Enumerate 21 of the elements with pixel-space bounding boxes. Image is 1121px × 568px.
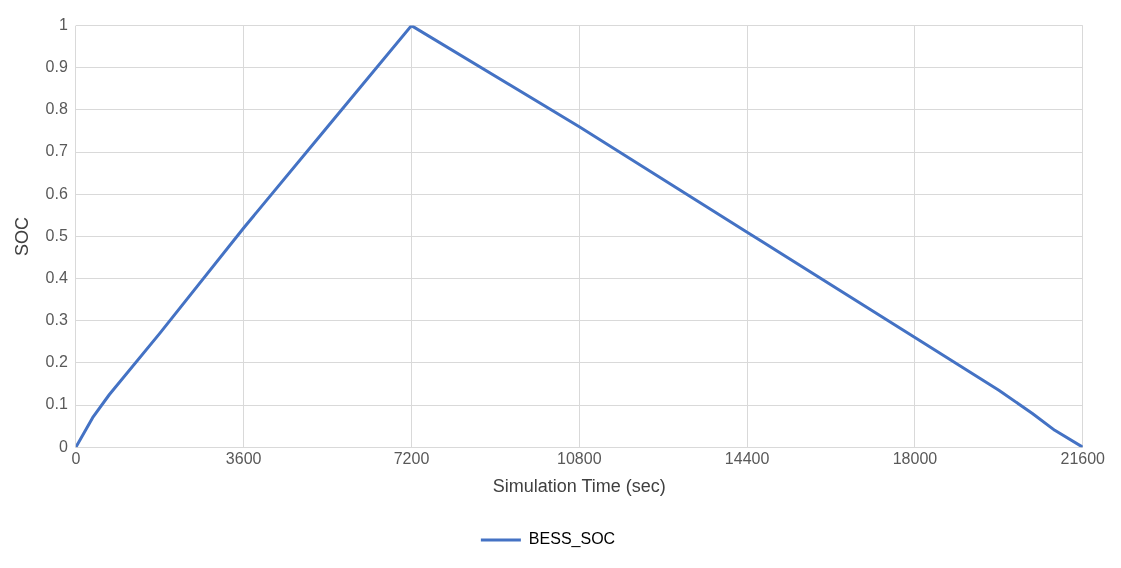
y-axis-title: SOC [11,216,32,256]
x-axis-title: Simulation Time (sec) [492,476,666,497]
x-tick-label: 14400 [724,450,770,468]
x-tick-label: 3600 [225,450,262,468]
legend-label: BESS_SOC [528,530,616,549]
x-tick-label: 21600 [1060,450,1106,468]
y-tick-label: 0.8 [45,100,68,118]
y-tick-label: 1 [58,16,68,34]
y-tick-label: 0 [58,437,68,455]
y-tick-label: 0.4 [45,268,68,286]
y-tick-label: 0.1 [45,395,68,413]
x-tick-label: 0 [71,450,81,468]
x-tick-label: 18000 [892,450,938,468]
x-tick-label: 10800 [557,450,602,468]
y-tick-label: 0.3 [45,311,68,329]
x-tick-label: 7200 [393,450,430,468]
y-tick-label: 0.9 [45,58,68,76]
y-tick-label: 0.2 [45,353,68,371]
y-tick-label: 0.5 [45,226,68,244]
y-tick-label: 0.6 [45,184,68,202]
y-tick-label: 0.7 [45,142,68,160]
